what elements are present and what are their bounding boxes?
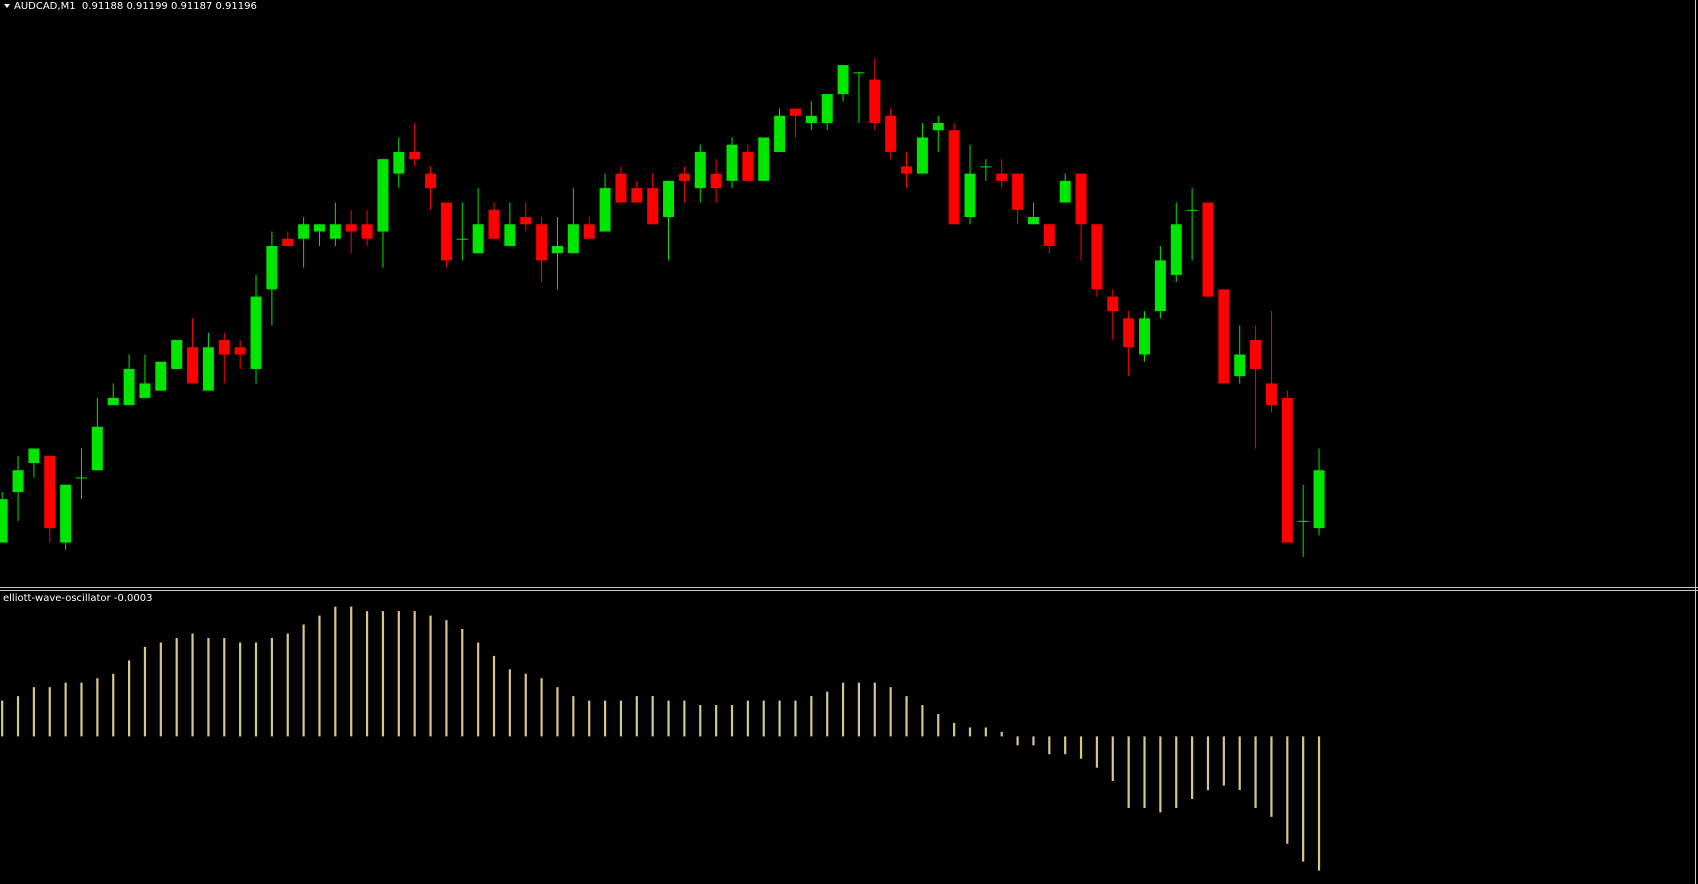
candle-body <box>187 347 199 384</box>
candle-body <box>885 115 897 152</box>
candle-body <box>266 245 278 290</box>
candle-body <box>789 108 801 116</box>
candle-body <box>171 340 183 369</box>
candle-body <box>250 296 262 369</box>
candle-body <box>472 224 484 254</box>
candle-body <box>948 130 960 225</box>
candle-body <box>12 470 24 492</box>
candle-body <box>218 340 230 355</box>
candle-body <box>583 224 595 239</box>
candle-body <box>647 188 659 225</box>
candle-body <box>139 383 151 398</box>
candle-body <box>313 224 325 232</box>
candle-body <box>1027 217 1039 225</box>
candle-body <box>1281 397 1293 543</box>
menu-arrow[interactable] <box>4 4 10 8</box>
candle-body <box>821 94 833 123</box>
candle-body <box>631 188 643 203</box>
candle-body <box>1265 383 1277 406</box>
candle-body <box>520 217 532 225</box>
candle-body <box>425 173 437 189</box>
candle-body <box>298 224 310 239</box>
candle-body <box>1170 224 1182 275</box>
candle-body <box>567 224 579 254</box>
candle-body <box>758 137 770 181</box>
candle-body <box>1043 224 1055 246</box>
candle-body <box>456 238 468 240</box>
candle-body <box>551 245 563 254</box>
candle-body <box>1075 173 1087 225</box>
candle-body <box>774 115 786 152</box>
candle-body <box>853 72 865 74</box>
candle-body <box>504 224 516 246</box>
candle-body <box>742 151 754 181</box>
candle-body <box>710 173 722 189</box>
candle-body <box>202 347 214 391</box>
candle-body <box>329 224 341 239</box>
candle-body <box>964 173 976 218</box>
candle-body <box>536 224 548 261</box>
candle-body <box>615 173 627 203</box>
candle-body <box>726 144 738 181</box>
candle-body <box>60 484 72 543</box>
candle-body <box>1139 318 1151 355</box>
candle-body <box>1234 354 1246 377</box>
candle-body <box>996 173 1008 181</box>
candle-body <box>837 65 849 95</box>
candle-body <box>91 426 103 471</box>
candle-body <box>1012 173 1024 210</box>
candle-body <box>409 151 421 160</box>
candle-body <box>1186 209 1198 211</box>
candle-body <box>1313 470 1325 529</box>
candle-body <box>1059 180 1071 203</box>
candle-body <box>1218 289 1230 384</box>
indicator-title: elliott-wave-oscillator -0.0003 <box>3 593 152 604</box>
candle-body <box>155 361 167 391</box>
candle-body <box>28 448 40 464</box>
candle-body <box>234 347 246 355</box>
candle-body <box>1107 296 1119 312</box>
candle-body <box>694 151 706 189</box>
candle-body <box>805 115 817 123</box>
candle-body <box>1297 520 1309 522</box>
candle-body <box>377 159 389 232</box>
candle-body <box>361 224 373 239</box>
candle-body <box>663 180 675 218</box>
candle-body <box>75 477 87 479</box>
candle-body <box>44 455 56 529</box>
candle-body <box>393 151 405 174</box>
candle-body <box>440 202 452 261</box>
candle-body <box>901 166 913 174</box>
candle-body <box>678 173 690 181</box>
candle-body <box>932 122 944 131</box>
candle-body <box>869 79 881 123</box>
candle-body <box>1202 202 1214 297</box>
candle-body <box>599 188 611 232</box>
candle-body <box>282 238 294 246</box>
candle-body <box>107 397 119 406</box>
candle-body <box>345 224 357 232</box>
candle-body <box>123 368 135 406</box>
candle-body <box>1250 340 1262 369</box>
chart-title: AUDCAD,M1 0.91188 0.91199 0.91187 0.9119… <box>14 1 257 12</box>
candle-body <box>1154 260 1166 312</box>
candle-body <box>488 209 500 239</box>
candle-body <box>1091 224 1103 290</box>
candle-body <box>1123 318 1135 348</box>
candle-body <box>916 137 928 174</box>
candle-body <box>0 499 8 543</box>
candle-body <box>980 166 992 168</box>
